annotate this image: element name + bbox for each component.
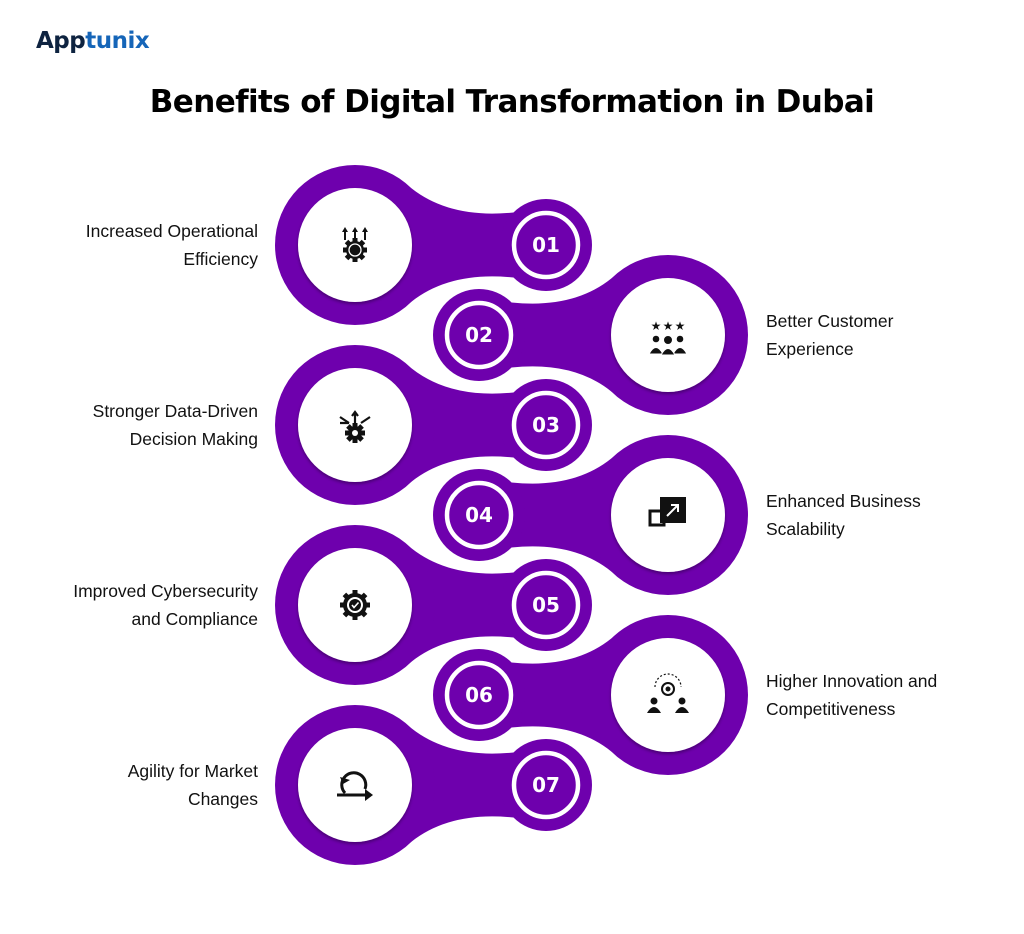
icon-background [298, 728, 412, 842]
label-line: Improved Cybersecurity [73, 581, 258, 601]
svg-text:★: ★ [663, 319, 674, 333]
benefit-label: Increased Operational Efficiency [86, 217, 258, 273]
benefit-item-05: 05 [275, 525, 592, 685]
label-line: Agility for Market [127, 761, 258, 781]
svg-text:★: ★ [675, 319, 686, 333]
connector-neck [411, 548, 514, 662]
number-ring [444, 300, 514, 370]
connector-neck [411, 368, 514, 482]
label-line: Experience [766, 339, 854, 359]
benefit-item-01: 01 [275, 165, 592, 325]
label-line: Enhanced Business [766, 491, 921, 511]
step-number: 01 [532, 233, 560, 257]
connector-neck [411, 728, 514, 842]
benefit-item-04: 04 [433, 435, 748, 595]
benefit-label: Higher Innovation and Competitiveness [766, 667, 937, 723]
apptunix-logo: Apptunix [36, 28, 150, 54]
label-line: Scalability [766, 519, 845, 539]
benefit-label: Stronger Data-Driven Decision Making [93, 397, 258, 453]
label-line: Efficiency [183, 249, 258, 269]
customers-rating-icon: ★ ★ ★ [648, 319, 688, 356]
step-number: 05 [532, 593, 560, 617]
number-ring [511, 210, 581, 280]
step-number: 03 [532, 413, 560, 437]
connector-neck [511, 458, 612, 572]
step-number: 07 [532, 773, 560, 797]
benefit-label: Better Customer Experience [766, 307, 893, 363]
label-line: and Compliance [131, 609, 258, 629]
step-number: 04 [465, 503, 493, 527]
number-ring [444, 480, 514, 550]
number-ring [511, 570, 581, 640]
benefit-label: Improved Cybersecurity and Compliance [73, 577, 258, 633]
innovation-team-icon [647, 673, 689, 713]
agile-cycle-icon [337, 771, 373, 801]
step-number: 02 [465, 323, 493, 347]
step-number: 06 [465, 683, 493, 707]
gear-check-icon [340, 590, 370, 620]
scale-up-icon [648, 497, 686, 527]
number-ring [511, 750, 581, 820]
svg-text:★: ★ [651, 319, 662, 333]
label-line: Better Customer [766, 311, 894, 331]
number-ring [444, 660, 514, 730]
label-line: Higher Innovation and [766, 671, 938, 691]
connector-neck [511, 638, 612, 752]
page-title: Benefits of Digital Transformation in Du… [149, 84, 875, 120]
connector-neck [411, 188, 514, 302]
benefit-item-02: 02 ★ ★ ★ [433, 255, 748, 415]
benefit-item-06: 06 [433, 615, 748, 775]
benefit-label: Enhanced Business Scalability [766, 487, 921, 543]
benefit-item-07: 07 [275, 705, 592, 865]
benefit-label: Agility for Market Changes [128, 757, 258, 813]
number-ring [511, 390, 581, 460]
connector-neck [511, 278, 612, 392]
label-line: Changes [187, 789, 258, 809]
label-line: Decision Making [129, 429, 258, 449]
label-line: Competitiveness [766, 699, 896, 719]
benefit-item-03: 03 [275, 345, 592, 505]
label-line: Increased Operational [85, 221, 258, 241]
label-line: Stronger Data-Driven [92, 401, 258, 421]
